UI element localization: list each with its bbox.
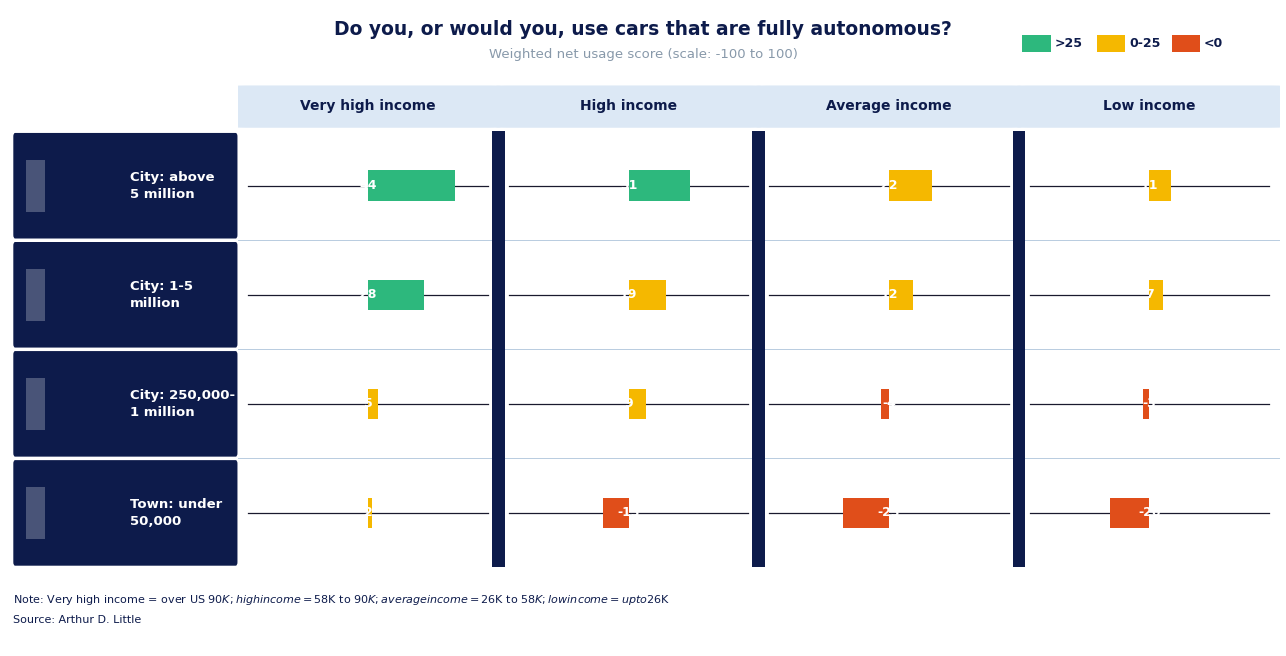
Text: 12: 12 [880, 288, 898, 301]
Text: 0-25: 0-25 [1129, 37, 1160, 51]
Bar [629, 388, 647, 419]
FancyBboxPatch shape [13, 351, 238, 457]
Text: 28: 28 [359, 288, 377, 301]
Text: 2: 2 [364, 506, 373, 520]
Text: 44: 44 [359, 179, 377, 192]
Text: 9: 9 [624, 398, 633, 411]
Text: High income: High income [580, 98, 678, 113]
Bar [889, 171, 932, 201]
Text: <0: <0 [1204, 37, 1223, 51]
Text: Average income: Average income [826, 98, 952, 113]
Text: Weighted net usage score (scale: -100 to 100): Weighted net usage score (scale: -100 to… [489, 48, 797, 61]
Bar [629, 279, 666, 310]
Text: 5: 5 [364, 398, 373, 411]
FancyBboxPatch shape [13, 460, 238, 565]
FancyBboxPatch shape [235, 85, 500, 128]
Text: 7: 7 [1145, 288, 1154, 301]
Bar [368, 498, 372, 528]
Text: Low income: Low income [1103, 98, 1196, 113]
Text: 11: 11 [1141, 179, 1159, 192]
Bar [844, 498, 889, 528]
Text: Do you, or would you, use cars that are fully autonomous?: Do you, or would you, use cars that are … [334, 20, 952, 39]
Bar [1110, 498, 1150, 528]
Bar [1150, 279, 1164, 310]
Bar [1150, 171, 1172, 201]
Bar [493, 131, 504, 567]
Bar [368, 388, 378, 419]
Text: -3: -3 [1142, 398, 1156, 411]
Text: Note: Very high income = over US $90K; high income = $58K to $90K; average incom: Note: Very high income = over US $90K; h… [13, 593, 670, 607]
Text: Source: Arthur D. Little: Source: Arthur D. Little [13, 615, 141, 625]
Text: -20: -20 [1138, 506, 1161, 520]
Bar [26, 487, 45, 539]
Bar [1143, 388, 1150, 419]
Bar [603, 498, 629, 528]
Text: 19: 19 [620, 288, 638, 301]
Bar [368, 279, 423, 310]
Text: 31: 31 [620, 179, 638, 192]
Bar [1013, 131, 1025, 567]
FancyBboxPatch shape [13, 133, 238, 239]
Text: City: 250,000-
1 million: City: 250,000- 1 million [130, 389, 235, 419]
Bar [26, 159, 45, 212]
Bar [368, 171, 455, 201]
Bar [629, 171, 689, 201]
Text: City: 1-5
million: City: 1-5 million [130, 280, 193, 310]
Text: -23: -23 [878, 506, 900, 520]
Text: -13: -13 [617, 506, 639, 520]
FancyBboxPatch shape [756, 85, 1021, 128]
Text: 22: 22 [880, 179, 898, 192]
Text: Town: under
50,000: Town: under 50,000 [130, 498, 222, 528]
Bar [752, 131, 765, 567]
Text: Very high income: Very high income [301, 98, 436, 113]
Bar [881, 388, 889, 419]
Bar [889, 279, 913, 310]
Bar [26, 378, 45, 430]
Text: >25: >25 [1055, 37, 1083, 51]
Text: City: above
5 million: City: above 5 million [130, 171, 215, 201]
Text: -4: -4 [882, 398, 896, 411]
FancyBboxPatch shape [496, 85, 761, 128]
FancyBboxPatch shape [1017, 85, 1282, 128]
Bar [26, 268, 45, 321]
FancyBboxPatch shape [13, 242, 238, 348]
